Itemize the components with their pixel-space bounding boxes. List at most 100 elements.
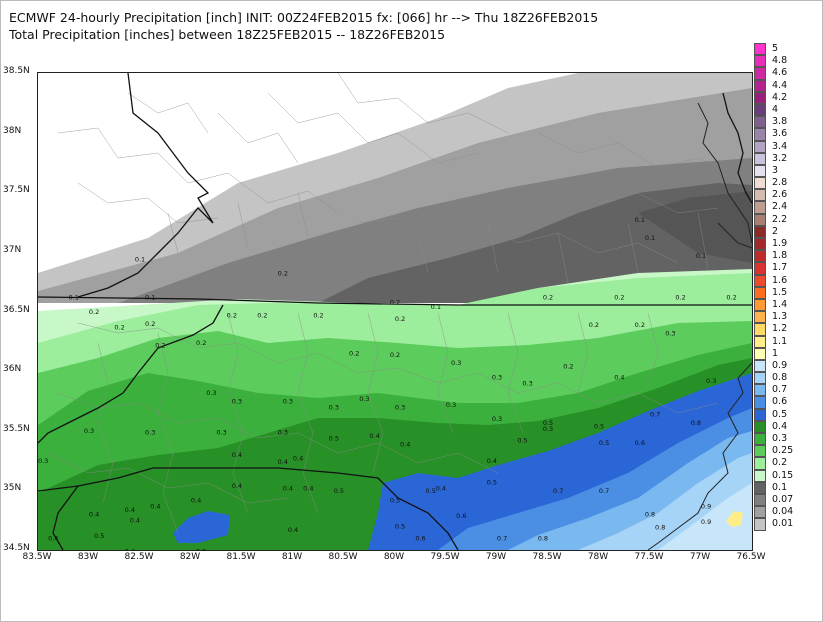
legend-swatch [754,518,766,531]
legend-label: 2.6 [772,189,788,201]
lon-label: 83W [77,552,99,562]
contour-label: 0.3 [359,395,369,403]
contour-label: 0.1 [69,294,79,302]
contour-label: 0.4 [283,484,293,492]
lat-label: 35N [3,483,22,494]
contour-label: 0.3 [706,377,716,385]
legend-swatch [754,396,766,409]
lon-label: 80W [383,552,405,562]
contour-label: 0.2 [635,321,645,329]
contour-label: 0.5 [543,419,553,427]
contour-label: 0.2 [589,321,599,329]
contour-label: 0.4 [400,440,410,448]
legend-swatch [754,116,766,129]
legend-label: 4.4 [772,79,788,91]
legend-label: 0.3 [772,433,788,444]
legend-entry: 5 [754,43,814,56]
legend-label: 0.6 [772,396,788,408]
legend-label: 1.7 [772,262,788,274]
legend-label: 0.9 [772,359,788,371]
contour-label: 0.3 [84,427,94,435]
contour-label: 0.4 [48,535,58,543]
legend-label: 1.5 [772,286,788,298]
contour-label: 0.3 [206,389,216,397]
legend-entry: 0.7 [754,384,814,397]
legend-entry: 4.2 [754,91,814,104]
legend-swatch [754,152,766,165]
legend-label: 3.4 [772,140,788,152]
lon-label: 76.5W [736,552,766,562]
band-0.1-core [638,191,752,263]
legend-swatch [754,43,766,56]
contour-label: 0.4 [369,432,379,440]
lon-label: 80.5W [328,552,358,562]
precipitation-legend: 5 4.8 4.6 4.4 4.2 4 3.8 3.6 3.4 3.2 3 2.8 2.6 2.4 2.2 2… [754,43,814,531]
contour-label: 0.6 [415,535,425,543]
lat-label: 36.5N [3,304,30,315]
legend-swatch [754,164,766,178]
lon-label: 78W [587,552,609,562]
contour-label: 0.3 [38,457,48,465]
contour-label: 0.4 [436,484,446,492]
contour-label: 0.2 [395,315,405,323]
lon-label: 82W [179,552,201,562]
contour-label: 0.3 [329,403,339,411]
legend-entry: 3.6 [754,128,814,141]
contour-label: 0.8 [645,511,655,519]
legend-entry: 2.8 [754,177,814,190]
legend-swatch [754,79,766,92]
legend-entry: 0.5 [754,408,814,421]
band-1.0 [726,511,743,527]
legend-entry: 2.2 [754,213,814,226]
contour-label: 0.3 [232,397,242,405]
precipitation-map: 0.1 0.1 0.1 0.2 0.1 0.2 0.1 0.1 0.1 0.2 0.2 0.2 0.2 0… [37,72,753,551]
legend-entry: 2 [754,225,814,238]
contour-label: 0.4 [191,496,201,504]
contour-label: 0.3 [278,428,288,436]
legend-swatch [754,286,766,299]
contour-label: 0.5 [487,478,497,486]
legend-swatch [754,250,766,263]
lat-label: 37N [3,244,22,255]
legend-swatch [754,359,766,373]
contour-label: 0.2 [89,308,99,316]
legend-label: 0.8 [772,372,788,384]
legend-swatch [754,347,766,360]
contour-label: 0.3 [283,397,293,405]
contour-label: 0.3 [446,401,456,409]
legend-label: 1 [772,347,779,359]
contour-label: 0.5 [599,439,609,447]
contour-label: 0.2 [614,294,624,302]
nc-tn-border [38,304,224,444]
lat-label: 35.5N [3,423,30,434]
contour-label: 0.2 [349,350,359,358]
legend-swatch [754,262,766,275]
legend-entry: 1.2 [754,323,814,336]
contour-label: 0.4 [150,502,160,510]
legend-swatch [754,177,766,190]
title-line-1: ECMWF 24-hourly Precipitation [inch] INI… [9,10,599,25]
contour-label: 0.8 [655,524,665,532]
legend-entry: 0.9 [754,359,814,373]
legend-swatch [754,140,766,153]
contour-label: 0.3 [522,379,532,387]
legend-label: 3.2 [772,152,788,164]
contour-label: 0.3 [451,359,461,367]
legend-entry: 1.4 [754,298,814,312]
contour-label: 0.2 [196,339,206,347]
lon-label: 83.5W [22,552,52,562]
contour-label: 0.2 [155,341,165,349]
contour-label: 0.2 [543,294,553,302]
lon-label: 82.5W [124,552,154,562]
legend-swatch [754,225,766,238]
contour-label: 0.5 [426,487,436,495]
lon-label: 81.5W [226,552,256,562]
legend-swatch [754,128,766,141]
contour-label: 0.7 [553,487,563,495]
contour-label: 0.1 [145,294,155,302]
legend-label: 0.01 [772,518,794,530]
legend-entry: 1.9 [754,238,814,251]
legend-entry: 0.07 [754,493,814,507]
legend-label: 3 [772,164,779,176]
legend-label: 2.8 [772,177,788,189]
